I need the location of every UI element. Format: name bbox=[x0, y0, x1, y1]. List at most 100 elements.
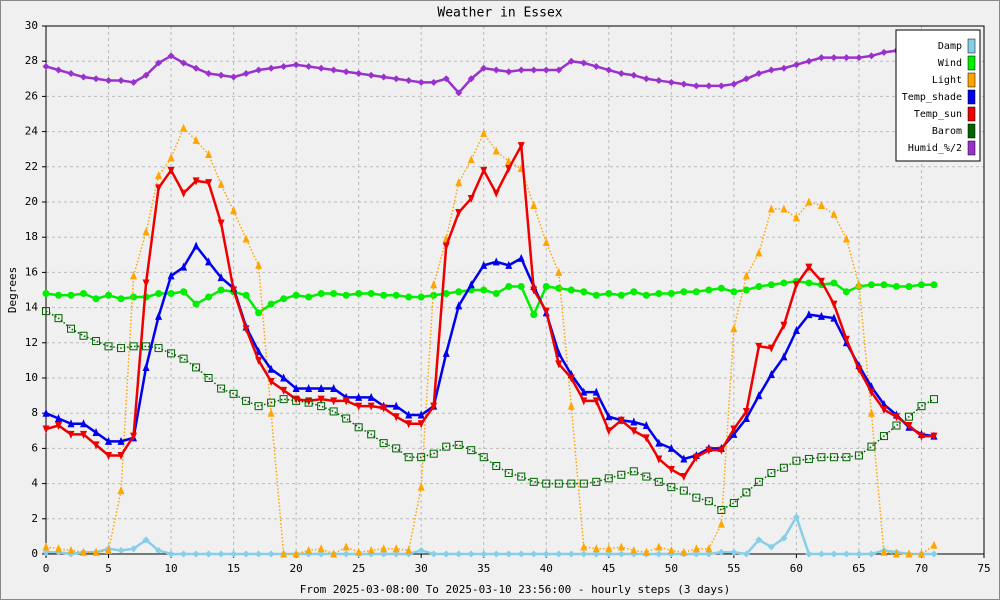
marker bbox=[892, 413, 900, 422]
marker bbox=[830, 279, 838, 287]
marker bbox=[592, 62, 600, 70]
marker bbox=[67, 70, 75, 78]
y-tick-label: 0 bbox=[31, 547, 38, 560]
marker bbox=[130, 432, 138, 441]
marker bbox=[680, 454, 688, 463]
marker bbox=[167, 550, 175, 558]
marker bbox=[492, 146, 500, 155]
marker bbox=[467, 75, 475, 83]
marker bbox=[230, 286, 238, 295]
marker bbox=[305, 545, 313, 554]
marker bbox=[830, 54, 838, 62]
marker bbox=[779, 463, 788, 472]
x-tick-label: 55 bbox=[727, 562, 740, 575]
marker bbox=[242, 234, 250, 243]
marker bbox=[417, 453, 426, 462]
legend-label: Humid_%/2 bbox=[908, 143, 962, 154]
marker bbox=[92, 428, 100, 437]
marker bbox=[755, 536, 763, 544]
marker bbox=[517, 142, 525, 151]
marker bbox=[830, 209, 838, 218]
marker bbox=[455, 301, 463, 310]
marker bbox=[442, 442, 451, 451]
marker bbox=[304, 398, 313, 407]
marker bbox=[429, 449, 438, 458]
marker bbox=[567, 401, 575, 410]
marker bbox=[842, 54, 850, 62]
marker bbox=[705, 550, 713, 558]
marker bbox=[42, 542, 50, 551]
marker bbox=[80, 290, 88, 298]
marker bbox=[455, 288, 463, 296]
marker bbox=[292, 61, 300, 69]
y-tick-label: 6 bbox=[31, 441, 38, 454]
marker bbox=[542, 550, 550, 558]
marker bbox=[267, 378, 275, 387]
marker bbox=[192, 241, 200, 250]
marker bbox=[155, 546, 163, 554]
x-tick-label: 35 bbox=[477, 562, 490, 575]
legend-label: Temp_sun bbox=[914, 109, 962, 120]
marker bbox=[342, 68, 350, 76]
marker bbox=[567, 57, 575, 65]
marker bbox=[817, 453, 826, 462]
series-line bbox=[45, 141, 934, 479]
x-tick-label: 65 bbox=[852, 562, 865, 575]
marker bbox=[80, 430, 88, 439]
marker bbox=[255, 260, 263, 269]
marker bbox=[792, 61, 800, 69]
marker bbox=[329, 407, 338, 416]
marker bbox=[217, 179, 225, 188]
marker bbox=[255, 550, 263, 558]
marker bbox=[42, 425, 50, 434]
marker bbox=[767, 469, 776, 478]
marker bbox=[217, 286, 225, 294]
marker bbox=[480, 128, 488, 137]
marker bbox=[105, 291, 113, 299]
marker bbox=[879, 432, 888, 441]
marker bbox=[192, 135, 200, 144]
marker bbox=[267, 64, 275, 72]
marker bbox=[492, 550, 500, 558]
marker bbox=[592, 387, 600, 396]
marker bbox=[205, 293, 213, 301]
marker bbox=[592, 550, 600, 558]
marker bbox=[367, 545, 375, 554]
marker bbox=[755, 342, 763, 351]
marker bbox=[192, 550, 200, 558]
y-axis-label: Degrees bbox=[6, 267, 19, 313]
marker bbox=[330, 549, 338, 558]
marker bbox=[704, 497, 713, 506]
y-tick-label: 22 bbox=[25, 160, 38, 173]
marker bbox=[555, 267, 563, 276]
marker bbox=[404, 453, 413, 462]
marker bbox=[655, 542, 663, 551]
marker bbox=[79, 331, 88, 340]
marker bbox=[630, 71, 638, 79]
marker bbox=[530, 66, 538, 74]
marker bbox=[730, 425, 738, 434]
marker bbox=[517, 472, 526, 481]
marker bbox=[742, 413, 750, 422]
marker bbox=[805, 57, 813, 65]
marker bbox=[117, 295, 125, 303]
marker bbox=[392, 401, 400, 410]
marker bbox=[717, 284, 725, 292]
marker bbox=[892, 282, 900, 290]
marker bbox=[317, 290, 325, 298]
marker bbox=[642, 547, 650, 556]
marker bbox=[42, 62, 50, 70]
marker bbox=[480, 166, 488, 175]
marker bbox=[555, 284, 563, 292]
marker bbox=[192, 64, 200, 72]
marker bbox=[330, 66, 338, 74]
marker bbox=[730, 548, 738, 556]
marker bbox=[755, 282, 763, 290]
marker bbox=[155, 59, 163, 67]
marker bbox=[105, 77, 113, 85]
marker bbox=[630, 288, 638, 296]
marker bbox=[317, 395, 325, 404]
marker bbox=[155, 184, 163, 193]
marker bbox=[929, 395, 938, 404]
marker bbox=[517, 253, 525, 262]
